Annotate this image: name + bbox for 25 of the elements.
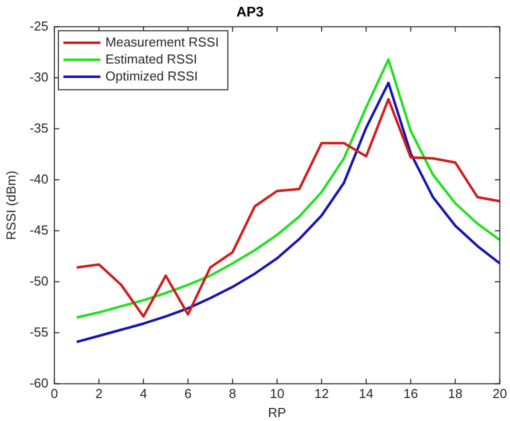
y-tick-label: -45	[30, 222, 48, 238]
legend-label: Optimized RSSI	[105, 68, 198, 84]
y-tick-label: -50	[30, 273, 48, 288]
x-tick-label: 4	[140, 386, 148, 402]
x-tick-label: 12	[314, 386, 329, 402]
y-axis-title: RSSI (dBm)	[3, 170, 18, 240]
y-tick-label: -35	[30, 120, 48, 136]
x-tick-label: 6	[184, 386, 192, 402]
x-tick-label: 18	[448, 386, 462, 402]
x-tick-label: 20	[492, 386, 508, 402]
y-tick-label: -55	[30, 324, 48, 340]
y-tick-label: -30	[30, 69, 48, 84]
x-tick-label: 10	[270, 386, 284, 402]
y-tick-label: -60	[30, 375, 48, 390]
x-tick-label: 14	[358, 386, 374, 402]
x-tick-label: 8	[228, 386, 236, 402]
x-tick-label: 0	[50, 386, 58, 402]
x-axis-title: RP	[268, 404, 286, 420]
x-tick-label: 16	[403, 386, 418, 402]
chart-title: AP3	[236, 3, 264, 20]
legend-label: Estimated RSSI	[105, 51, 198, 66]
x-tick-label: 2	[95, 386, 103, 402]
y-tick-label: -25	[30, 18, 48, 34]
y-tick-label: -40	[30, 171, 48, 186]
legend-label: Measurement RSSI	[105, 34, 219, 50]
